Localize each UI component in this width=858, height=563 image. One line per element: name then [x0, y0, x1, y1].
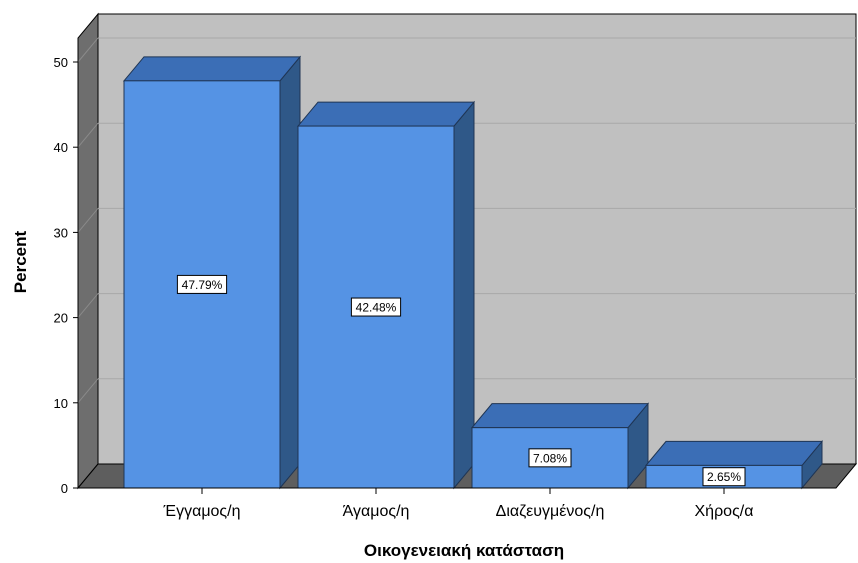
bar-top [122, 56, 302, 82]
gridline-wall [77, 293, 99, 318]
x-axis-label: Οικογενειακή κατάσταση [364, 541, 564, 560]
bar-side [453, 100, 475, 490]
gridline-wall [77, 208, 99, 233]
y-tick-label: 20 [54, 311, 68, 326]
y-axis-ticks: 0 10 20 30 40 50 [54, 38, 79, 496]
x-tick-label: Έγγαμος/η [163, 503, 241, 520]
data-label-box [528, 448, 572, 468]
data-label-box [350, 297, 402, 317]
plot-left-wall [77, 12, 99, 490]
gridline-wall [77, 37, 99, 63]
bar: 7.08% [470, 402, 650, 490]
bar-side [279, 55, 301, 490]
data-label: 42.48% [356, 301, 397, 315]
bar: 47.79% [122, 55, 302, 490]
x-tick-label: Άγαμος/η [343, 503, 410, 520]
x-tick-label: Διαζευγμένος/η [496, 503, 605, 520]
y-tick-label: 0 [61, 481, 68, 496]
y-axis-label: Percent [11, 230, 30, 293]
y-tick-label: 30 [54, 225, 68, 240]
data-label: 2.65% [707, 470, 741, 484]
data-label-box [176, 274, 228, 294]
bar: 2.65% [644, 440, 824, 490]
x-tick-label: Χήρος/α [695, 503, 754, 520]
y-tick-label: 40 [54, 140, 68, 155]
data-label: 47.79% [182, 278, 223, 292]
gridline-wall [77, 122, 99, 148]
y-tick-label: 10 [54, 396, 68, 411]
data-label: 7.08% [533, 451, 567, 465]
x-axis-ticks: Έγγαμος/η Άγαμος/η Διαζευγμένος/η Χήρος/α [78, 487, 836, 520]
y-tick-label: 50 [54, 55, 68, 70]
bars: 47.79% 42.48% 7.08% 2.65% [122, 55, 824, 490]
bar-top [296, 101, 476, 127]
data-label-box [702, 467, 746, 487]
bar-top [470, 403, 650, 429]
bar: 42.48% [296, 100, 476, 490]
bar-top [644, 440, 824, 466]
gridline-wall [77, 378, 99, 404]
